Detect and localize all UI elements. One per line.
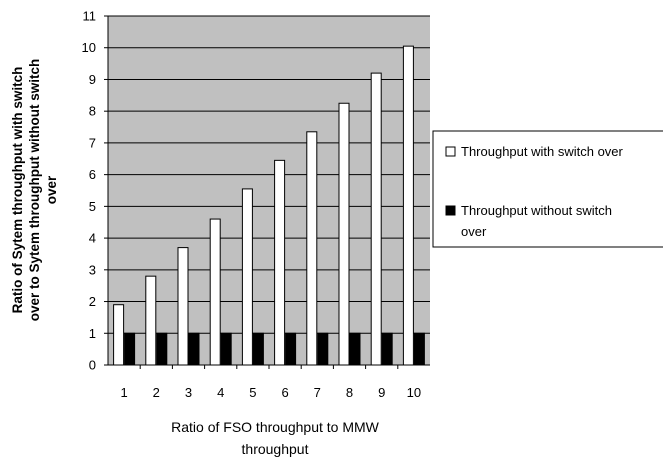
legend-swatch-with-switch — [445, 146, 456, 157]
bar-with-switch-over — [113, 304, 125, 366]
x-tick-label: 2 — [153, 385, 160, 400]
y-tick-labels: 0 1 2 3 4 5 6 7 8 9 10 11 — [82, 9, 108, 373]
gridlines — [108, 15, 430, 334]
x-tick-label: 1 — [120, 385, 127, 400]
bar-with-switch-over — [241, 188, 253, 366]
y-axis-title-line-1: Ratio of Sytem throughput with switch — [10, 67, 25, 314]
bar-without-switch-over — [413, 332, 425, 366]
bar-with-switch-over — [209, 218, 221, 366]
bar-with-switch-over — [306, 131, 318, 366]
legend: Throughput with switch over Throughput w… — [432, 130, 663, 248]
legend-swatch-without-switch — [445, 205, 456, 216]
bar-without-switch-over — [252, 332, 264, 366]
bar-with-switch-over — [338, 102, 350, 366]
bar-without-switch-over — [285, 332, 297, 366]
legend-box — [432, 130, 663, 248]
x-tick-label: 5 — [249, 385, 256, 400]
bar-without-switch-over — [220, 332, 232, 366]
x-tick-label: 9 — [378, 385, 385, 400]
y-tick-label: 3 — [89, 262, 96, 277]
bar-without-switch-over — [156, 332, 168, 366]
y-tick-label: 6 — [89, 167, 96, 182]
y-tick-label: 1 — [89, 326, 96, 341]
y-tick-label: 7 — [89, 135, 96, 150]
x-tick-label: 10 — [407, 385, 421, 400]
y-tick-label: 11 — [83, 9, 97, 24]
x-tick-label: 4 — [217, 385, 224, 400]
bar-without-switch-over — [381, 332, 393, 366]
x-axis-title-line-2: throughput — [242, 441, 309, 457]
y-tick-label: 5 — [89, 199, 96, 214]
y-tick-label: 9 — [89, 72, 96, 87]
y-tick-label: 2 — [89, 294, 96, 309]
y-axis-title-line-3: over — [44, 175, 59, 204]
x-axis-title-line-1: Ratio of FSO throughput to MMW — [171, 419, 380, 435]
legend-label-without-switch-line-1: Throughput without switch — [461, 203, 612, 218]
y-axis-title-line-2: over to Sytem throughput without switch — [27, 59, 42, 322]
bar-with-switch-over — [402, 45, 414, 366]
bar-with-switch-over — [370, 72, 382, 366]
y-axis-title: Ratio of Sytem throughput with switch ov… — [10, 59, 59, 322]
bar-without-switch-over — [349, 332, 361, 366]
bar-with-switch-over — [274, 159, 286, 366]
legend-label-with-switch: Throughput with switch over — [461, 144, 624, 159]
bar-with-switch-over — [177, 247, 189, 366]
bar-without-switch-over — [188, 332, 200, 366]
y-tick-label: 8 — [89, 104, 96, 119]
x-tick-label: 8 — [346, 385, 353, 400]
x-tick-label: 3 — [185, 385, 192, 400]
bar-with-switch-over — [145, 275, 157, 366]
bar-without-switch-over — [124, 332, 136, 366]
y-tick-label: 4 — [89, 231, 96, 246]
legend-label-without-switch-line-2: over — [461, 224, 487, 239]
x-tick-label: 6 — [281, 385, 288, 400]
x-tick-label: 7 — [314, 385, 321, 400]
y-tick-label: 10 — [82, 40, 96, 55]
bar-without-switch-over — [317, 332, 329, 366]
x-tick-labels: 1 2 3 4 5 6 7 8 9 10 — [120, 365, 421, 400]
y-tick-label: 0 — [89, 358, 96, 373]
